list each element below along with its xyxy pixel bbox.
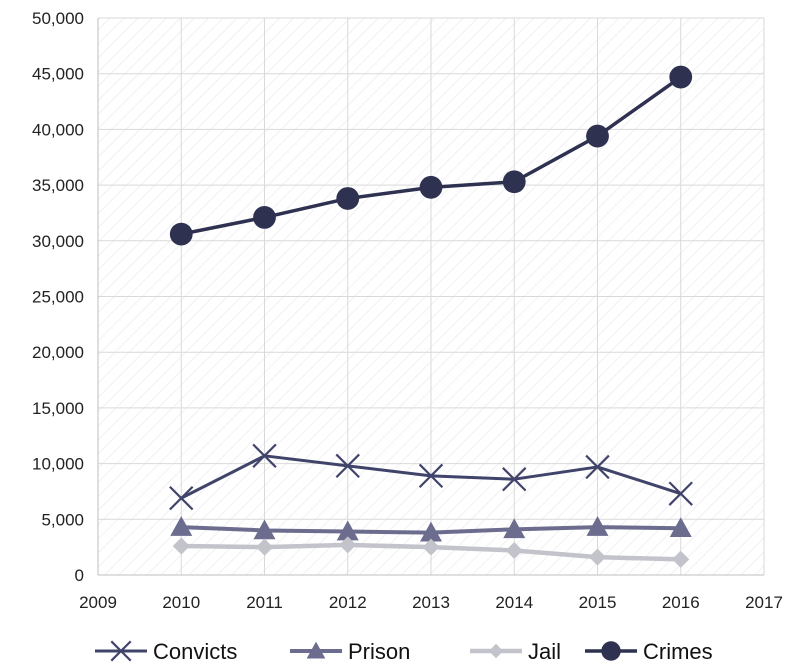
y-tick-label: 25,000 [32,288,84,307]
data-point-jail [256,538,273,556]
data-point-jail [339,536,357,554]
data-point-prison [336,520,359,541]
legend-label-prison: Prison [348,639,410,664]
y-tick-label: 5,000 [41,510,84,529]
legend-marker-prison [306,641,326,659]
y-tick-label: 20,000 [32,343,84,362]
y-tick-label: 15,000 [32,399,84,418]
data-point-convicts [169,485,194,511]
data-point-prison [253,519,276,540]
x-tick-label: 2013 [412,593,450,612]
data-point-jail [589,548,606,566]
legend-marker-jail [488,643,504,659]
x-tick-label: 2012 [329,593,367,612]
x-tick-label: 2009 [79,593,117,612]
y-axis-ticks: 0 5,000 10,000 15,000 20,000 25,000 30,000 35,0… [32,9,84,585]
legend-label-jail: Jail [528,639,561,664]
y-tick-label: 50,000 [32,9,84,28]
legend-marker-convicts [110,640,132,662]
data-point-convicts [585,454,610,480]
legend: Convicts Prison Jail Crimes [95,639,713,664]
data-point-prison [420,521,442,542]
data-point-convicts [668,481,693,506]
legend-item-convicts: Convicts [95,639,237,664]
x-tick-label: 2016 [662,593,700,612]
data-point-convicts [335,453,360,479]
data-point-convicts [418,463,444,489]
data-point-crimes [502,170,526,194]
data-point-crimes [586,124,609,148]
data-point-convicts [252,443,277,468]
data-point-jail [672,550,690,568]
legend-item-jail: Jail [470,639,561,664]
legend-item-crimes: Crimes [585,639,713,664]
data-point-crimes [419,175,443,199]
data-point-jail [422,538,440,556]
legend-item-prison: Prison [290,639,410,664]
legend-label-crimes: Crimes [643,639,713,664]
x-tick-label: 2017 [745,593,783,612]
axes [97,18,764,576]
data-point-convicts [502,467,527,492]
data-point-jail [172,537,190,555]
x-tick-label: 2015 [579,593,617,612]
y-tick-label: 0 [75,566,84,585]
data-point-crimes [253,206,276,229]
data-point-prison [586,516,609,536]
data-point-prison [170,516,193,536]
x-tick-label: 2010 [162,593,200,612]
grid-lines [98,17,765,575]
x-tick-label: 2014 [495,593,533,612]
data-point-jail [505,541,523,559]
legend-label-convicts: Convicts [153,639,237,664]
data-point-prison [669,517,692,538]
y-tick-label: 45,000 [32,65,84,84]
y-tick-label: 35,000 [32,176,84,195]
y-tick-label: 40,000 [32,120,84,139]
data-point-crimes [669,65,693,89]
x-axis-ticks: 2009 2010 2011 2012 2013 2014 2015 2016 2017 [79,593,783,612]
legend-marker-crimes [601,641,621,661]
data-point-prison [503,518,526,539]
y-tick-label: 10,000 [32,455,84,474]
data-point-crimes [336,187,360,210]
series-markers [169,65,693,568]
y-tick-label: 30,000 [32,232,84,251]
x-tick-label: 2011 [246,593,283,612]
data-point-crimes [169,222,193,246]
